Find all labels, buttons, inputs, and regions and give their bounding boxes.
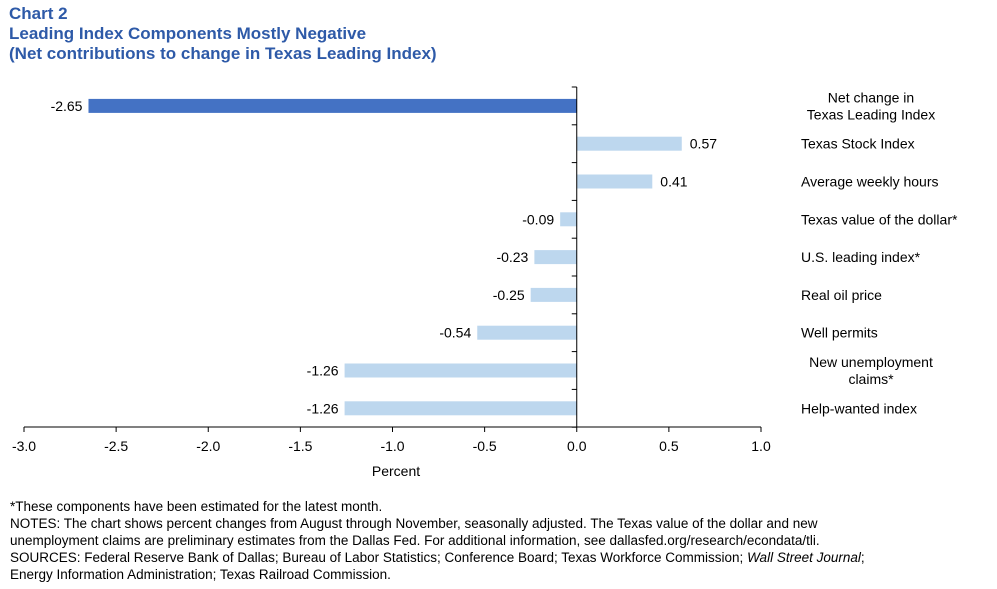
bar-7 [344, 363, 577, 378]
value-label-3: -0.09 [522, 211, 554, 227]
category-label-7-line-0: New unemployment [809, 354, 933, 370]
x-tick-label-3: -1.5 [288, 438, 312, 454]
bar-2 [576, 174, 653, 189]
category-label-0-line-0: Net change in [828, 89, 914, 105]
chart-title: Leading Index Components Mostly Negative [9, 24, 367, 43]
title-block: Chart 2 Leading Index Components Mostly … [9, 4, 437, 64]
x-tick-label-1: -2.5 [104, 438, 128, 454]
bar-6 [477, 325, 577, 340]
notes-line-1: NOTES: The chart shows percent changes f… [10, 516, 818, 531]
value-label-6: -0.54 [439, 325, 471, 341]
value-label-7: -1.26 [307, 363, 339, 379]
value-label-8: -1.26 [307, 400, 339, 416]
bar-1 [576, 136, 682, 151]
category-label-4: U.S. leading index* [801, 249, 921, 265]
value-label-2: 0.41 [660, 174, 687, 190]
value-label-5: -0.25 [493, 287, 525, 303]
sources-line-1: SOURCES: Federal Reserve Bank of Dallas;… [10, 549, 985, 566]
value-label-0: -2.65 [51, 98, 83, 114]
bar-8 [344, 401, 577, 416]
notes-block: *These components have been estimated fo… [10, 498, 985, 583]
value-label-1: 0.57 [690, 136, 717, 152]
x-tick-label-0: -3.0 [12, 438, 36, 454]
sources-italic: Wall Street Journal [747, 550, 861, 565]
sources-suffix: ; [860, 550, 865, 565]
estimated-note: *These components have been estimated fo… [10, 499, 383, 514]
category-label-2: Average weekly hours [801, 174, 938, 190]
x-tick-label-4: -1.0 [380, 438, 404, 454]
x-tick-label-6: 0.0 [567, 438, 587, 454]
x-tick-label-5: -0.5 [473, 438, 497, 454]
sources-prefix: SOURCES: Federal Reserve Bank of Dallas;… [10, 550, 748, 565]
sources-line-2: Energy Information Administration; Texas… [10, 567, 391, 582]
bar-5 [530, 287, 577, 302]
chart-number: Chart 2 [9, 4, 68, 23]
chart-subtitle: (Net contributions to change in Texas Le… [9, 44, 437, 63]
category-label-1: Texas Stock Index [801, 136, 915, 152]
category-label-7-line-1: claims* [848, 371, 894, 387]
category-label-8: Help-wanted index [801, 400, 917, 416]
bar-4 [534, 250, 577, 265]
x-tick-label-7: 0.5 [659, 438, 679, 454]
x-tick-label-8: 1.0 [751, 438, 771, 454]
category-label-0-line-1: Texas Leading Index [807, 106, 935, 122]
category-label-6: Well permits [801, 325, 878, 341]
category-label-5: Real oil price [801, 287, 882, 303]
notes-line-2: unemployment claims are preliminary esti… [10, 533, 820, 548]
bar-3 [560, 212, 577, 227]
bar-0 [88, 98, 577, 113]
category-label-3: Texas value of the dollar* [801, 211, 958, 227]
x-axis-title: Percent [372, 463, 420, 479]
value-label-4: -0.23 [496, 249, 528, 265]
x-tick-label-2: -2.0 [196, 438, 220, 454]
